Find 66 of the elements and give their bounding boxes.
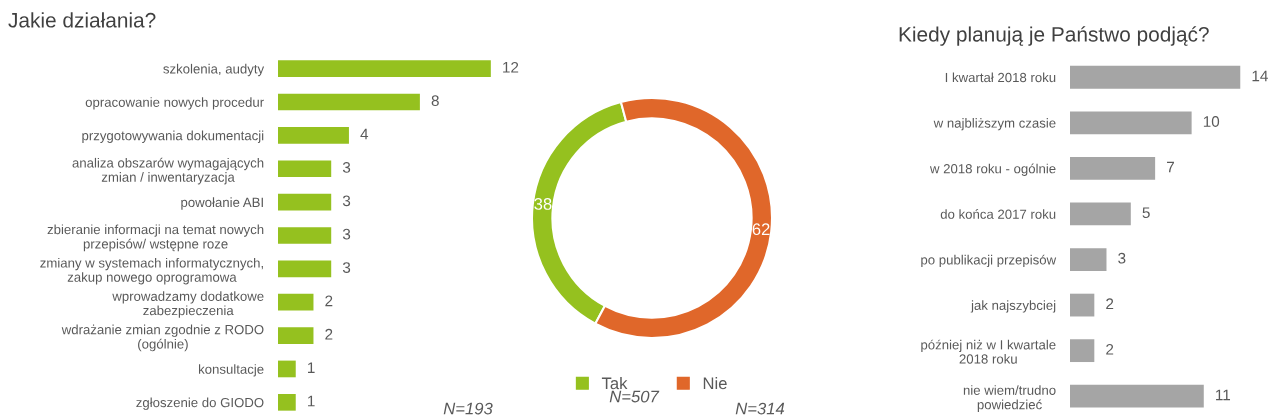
bar [1070,156,1156,180]
bar [278,360,296,378]
bar [278,93,420,111]
bar [1070,202,1131,226]
data-label: 3 [342,195,351,207]
y-tick-label: wprowadzamy dodatkowe zabezpieczenia [112,291,264,318]
bar [278,60,491,77]
data-label: 38 [534,198,552,210]
y-tick-label: później niż w I kwartale 2018 roku [921,339,1056,364]
bar [278,393,296,411]
data-label: 4 [360,128,369,140]
y-tick-label: wdrażanie zmian zgodnie z RODO (ogólnie) [61,324,264,352]
y-tick-label: szkolenia, audyty [163,63,265,77]
bar [278,260,332,278]
bar [278,327,314,344]
y-tick-label: jak najszybciej [970,300,1056,313]
y-tick-label: opracowanie nowych procedur [85,97,264,110]
chart-title: Kiedy planują je Państwo podjąć? [899,26,1209,46]
bar [278,293,314,311]
data-label: 1 [308,395,315,407]
y-tick-label: zmiany w systemach informatycznych, zakup nowego oprogramowa [40,257,263,285]
data-label: 1 [308,362,315,373]
bar [278,160,332,178]
data-label: 8 [431,95,439,107]
y-tick-label: przygotowywania dokumentacji [82,130,264,143]
y-tick-label: powołanie ABI [181,197,263,210]
data-label: 2 [325,328,333,340]
data-label: 3 [1118,252,1126,264]
data-label: 14 [1252,70,1268,82]
y-tick-label: nie wiem/trudno powiedzieć [963,385,1056,412]
y-tick-label: analiza obszarów wymagających zmian / inwentaryzacja [72,157,264,185]
legend-label: Tak [601,377,628,390]
data-label: 12 [503,61,519,73]
data-label: 10 [1203,116,1220,127]
bar [1070,65,1241,89]
bar [278,127,349,144]
data-label: 7 [1167,161,1174,173]
data-label: 5 [1142,207,1150,219]
data-label: 11 [1216,389,1231,401]
data-label: 2 [1106,343,1114,355]
data-label: 2 [325,295,333,307]
data-label: 2 [1106,298,1114,310]
y-tick-label: w 2018 roku - ogólnie [929,163,1056,176]
annotation: N=193 [443,402,493,415]
bar [1070,384,1204,408]
y-tick-label: I kwartał 2018 roku [945,72,1056,83]
y-tick-label: do końca 2017 roku [940,209,1056,219]
bar [1070,248,1107,271]
data-label: 62 [752,223,770,236]
y-tick-label: zgłoszenie do GIODO [136,397,264,410]
text: N=507 [609,390,660,403]
data-label: 3 [342,262,351,273]
y-tick-label: zbieranie informacji na temat nowych przepisów/ wstępne roze [47,224,264,252]
bar [1070,111,1192,135]
bar [278,227,332,244]
text: N=314 [735,402,785,415]
legend-label: Nie [703,377,727,390]
y-tick-label: konsultacje [198,364,264,377]
y-tick-label: w najbliższym czasie [933,118,1056,131]
text: Jakie działania? [8,12,156,28]
data-label: 3 [342,228,351,240]
y-tick-label: po publikacji przepisów [921,254,1057,268]
bar [278,193,332,211]
bar [1070,293,1095,317]
data-label: 3 [342,162,351,173]
bar [1070,339,1095,363]
